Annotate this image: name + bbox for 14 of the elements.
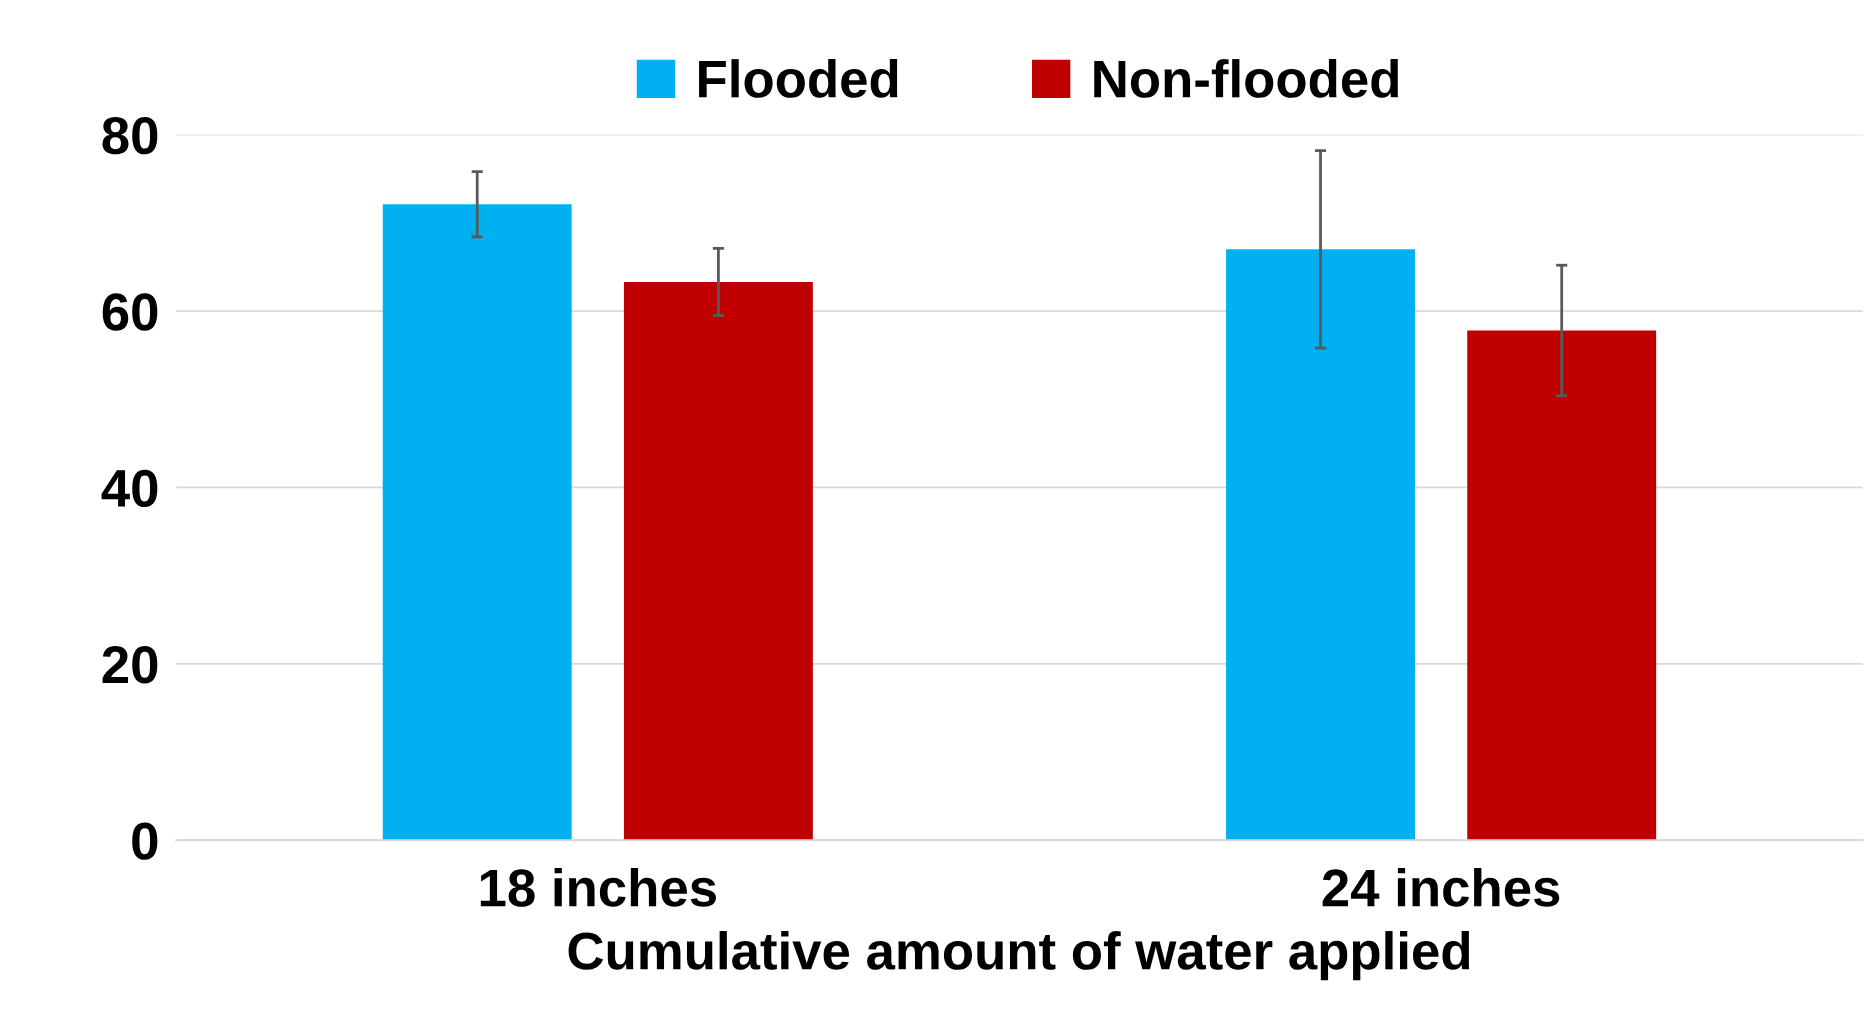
x-tick-label: 18 inches bbox=[480, 867, 716, 907]
legend-label: Flooded bbox=[699, 59, 898, 98]
x-tick-label: 24 inches bbox=[1322, 867, 1560, 907]
y-tick-label: 20 bbox=[102, 646, 158, 684]
bar bbox=[382, 204, 572, 841]
y-tick-label: 60 bbox=[102, 293, 158, 331]
y-tick-label: 0 bbox=[132, 822, 158, 860]
y-tick-label: 80 bbox=[102, 116, 158, 155]
y-tick-label: 40 bbox=[101, 469, 158, 508]
bar bbox=[623, 281, 813, 841]
x-axis-title: Cumulative amount of water applied bbox=[568, 931, 1470, 981]
legend-label: Non-flooded bbox=[1094, 59, 1398, 98]
bar bbox=[1226, 249, 1415, 841]
bar bbox=[1467, 330, 1657, 841]
